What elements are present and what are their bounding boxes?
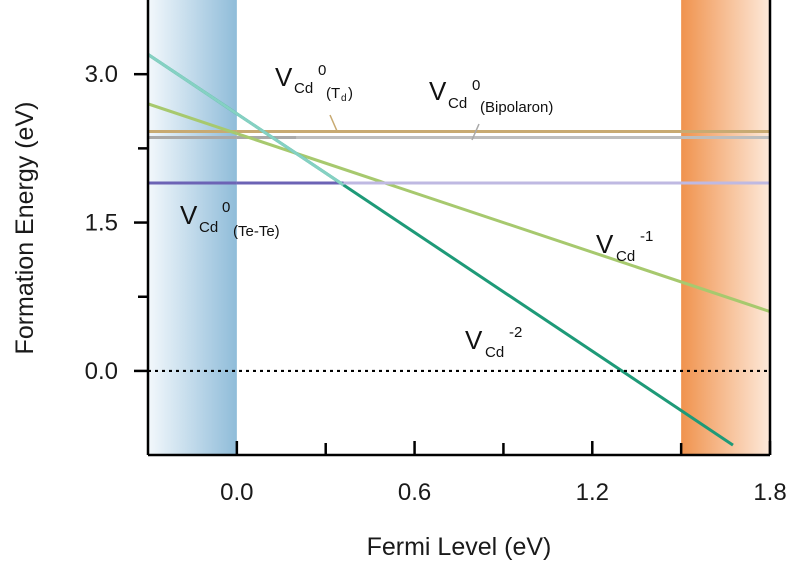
y-tick-label: 1.5 [85,210,118,237]
x-tick-label: 0.6 [398,479,431,506]
conduction-band-region [681,0,770,455]
svg-text:d: d [341,93,347,104]
svg-text:0: 0 [472,77,480,94]
x-tick-label: 1.2 [576,479,609,506]
svg-text:(Te-Te): (Te-Te) [233,223,280,240]
series-line-4-dim [148,53,345,187]
series-line-3 [148,102,770,313]
svg-text:(Bipolaron): (Bipolaron) [480,99,553,116]
label-vcd0-bipolaron: V Cd 0 (Bipolaron) [429,76,553,116]
y-tick-label: 0.0 [85,358,118,385]
leader-line-td [329,114,338,132]
label-vcd0-td: V Cd 0 (T d ) [275,62,353,104]
y-tick-label: 3.0 [85,61,118,88]
svg-text:Cd: Cd [294,80,313,97]
x-tick-label: 0.0 [220,479,253,506]
ticks-layer: 0.0 0.6 1.2 1.8 3.0 1.5 0.0 [85,61,787,506]
y-axis-title: Formation Energy (eV) [11,102,39,355]
svg-text:V: V [429,76,447,106]
svg-text:Cd: Cd [616,248,635,265]
label-vcd-2: V Cd -2 [465,324,522,361]
x-tick-label: 1.8 [753,479,786,506]
svg-text:Cd: Cd [199,219,218,236]
leader-line-bipolaron [471,123,480,141]
svg-text:0: 0 [222,199,230,216]
svg-text:0: 0 [318,62,326,79]
label-vcd0-tete: V Cd 0 (Te-Te) [180,199,280,240]
svg-text:-1: -1 [640,228,653,245]
svg-text:): ) [348,85,353,102]
svg-text:V: V [275,62,293,92]
valence-band-region [148,0,237,455]
svg-text:-2: -2 [509,324,522,341]
series-layer [148,53,770,447]
label-vcd-1: V Cd -1 [596,228,653,265]
svg-text:Cd: Cd [485,344,504,361]
svg-text:V: V [180,200,198,230]
svg-text:V: V [596,229,614,259]
svg-text:(T: (T [326,85,340,102]
svg-text:V: V [465,325,483,355]
x-axis-title: Fermi Level (eV) [367,533,552,561]
plot-frame [146,0,772,457]
band-regions [148,0,770,455]
svg-text:Cd: Cd [448,95,467,112]
